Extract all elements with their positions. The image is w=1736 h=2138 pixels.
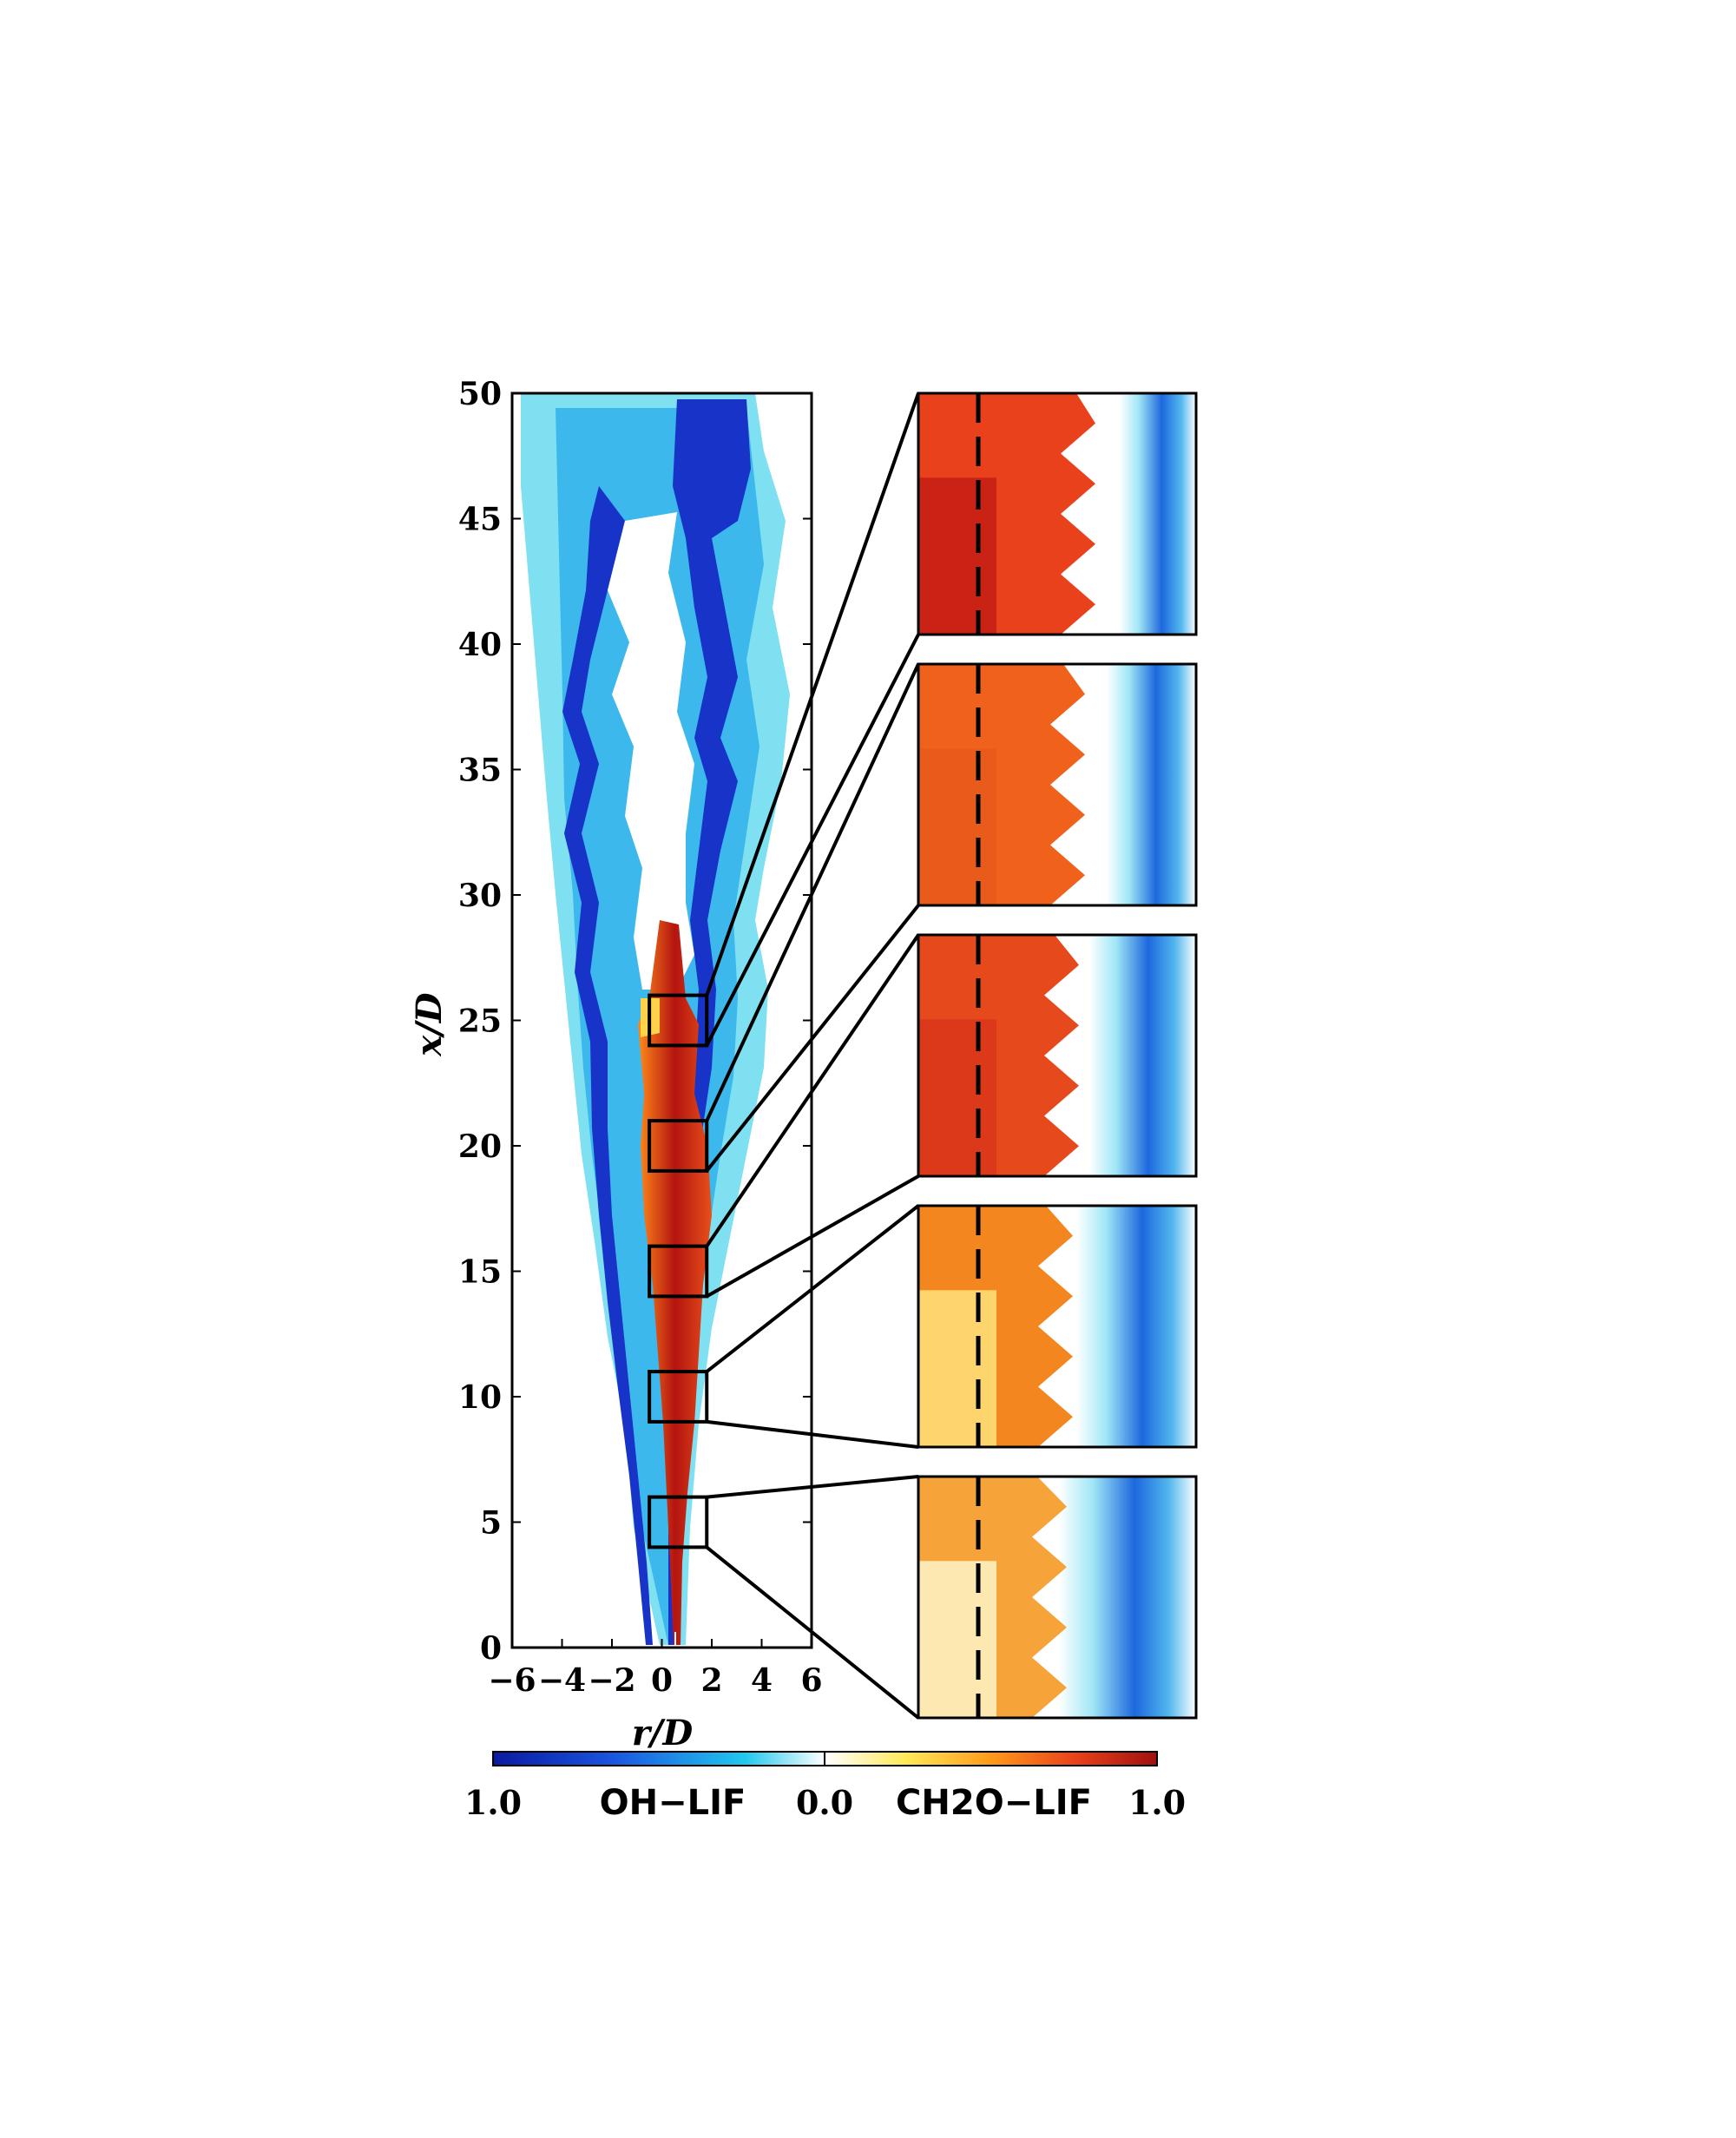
zoom-window-box bbox=[648, 1119, 709, 1173]
zoom-connector bbox=[707, 1419, 919, 1449]
zoom-connector bbox=[705, 1545, 920, 1720]
y-tick-label: 0 bbox=[480, 1630, 502, 1667]
y-tick-label: 35 bbox=[458, 753, 502, 789]
zoom-core-zone bbox=[918, 1019, 996, 1176]
x-tick-label: −4 bbox=[538, 1662, 586, 1699]
zoom-core-zone bbox=[918, 748, 996, 905]
y-axis: 0 5 10 15 20 25 30 35 40 45 50 bbox=[458, 376, 812, 1667]
y-tick-label: 10 bbox=[458, 1379, 502, 1416]
oh-dark-band-left bbox=[562, 486, 653, 1645]
zoom-core-zone bbox=[918, 1561, 996, 1718]
ch2o-jet-region bbox=[638, 920, 712, 1645]
y-tick-label: 40 bbox=[458, 627, 502, 663]
zoom-connector bbox=[705, 663, 920, 1122]
y-tick-label: 20 bbox=[458, 1128, 502, 1165]
zoom-panel bbox=[917, 391, 1198, 636]
y-tick-label: 15 bbox=[458, 1254, 502, 1291]
x-tick-label: −6 bbox=[488, 1662, 536, 1699]
y-tick-label: 25 bbox=[458, 1003, 502, 1040]
zoom-connector bbox=[705, 933, 920, 1247]
mixing-core bbox=[608, 512, 694, 990]
zoom-core-zone bbox=[918, 477, 996, 635]
zoom-window-box bbox=[648, 1370, 709, 1424]
x-tick-label: −2 bbox=[588, 1662, 635, 1699]
colorbar-ch2o-label: CH2O−LIF bbox=[896, 1783, 1092, 1823]
zoom-connector bbox=[706, 1204, 920, 1373]
colorbar-left-value: 1.0 bbox=[464, 1783, 522, 1822]
zoom-oh-zone bbox=[1059, 1477, 1196, 1718]
zoom-window-box bbox=[648, 1495, 709, 1549]
y-tick-label: 5 bbox=[480, 1505, 502, 1542]
zoom-oh-zone bbox=[1089, 935, 1196, 1176]
x-axis: −6 −4 −2 0 2 4 6 bbox=[488, 1639, 823, 1699]
zoom-window-box bbox=[648, 1244, 709, 1299]
oh-dark-band-right bbox=[668, 399, 751, 1645]
x-tick-label: 2 bbox=[700, 1662, 722, 1699]
main-field-image bbox=[521, 393, 790, 1645]
zoom-core-zone bbox=[918, 1290, 996, 1447]
colorbar-center-value: 0.0 bbox=[796, 1783, 853, 1822]
y-tick-label: 45 bbox=[458, 502, 502, 538]
x-tick-label: 4 bbox=[751, 1662, 773, 1699]
zoom-connector bbox=[706, 1174, 919, 1299]
zoom-panel bbox=[917, 1204, 1198, 1449]
y-axis-label: x/D bbox=[409, 992, 450, 1056]
colorbar-right-value: 1.0 bbox=[1128, 1783, 1186, 1822]
zoom-panel-frame bbox=[917, 1475, 1198, 1720]
y-tick-label: 30 bbox=[458, 878, 502, 914]
zoom-panel bbox=[917, 662, 1198, 907]
zoom-panel bbox=[917, 933, 1198, 1178]
zoom-panel-frame bbox=[917, 662, 1198, 907]
zoom-oh-zone bbox=[1107, 664, 1196, 905]
zoom-connector bbox=[705, 634, 920, 1047]
zoom-window-box bbox=[648, 993, 709, 1048]
x-tick-label: 0 bbox=[651, 1662, 673, 1699]
zoom-connector bbox=[705, 904, 920, 1173]
colorbar-oh-label: OH−LIF bbox=[600, 1783, 746, 1823]
zoom-connector bbox=[707, 1475, 919, 1499]
zoom-layer bbox=[648, 391, 1198, 1720]
zoom-panel bbox=[917, 1475, 1198, 1720]
x-axis-label: r/D bbox=[632, 1713, 694, 1753]
zoom-oh-zone bbox=[1076, 1206, 1196, 1447]
zoom-connector bbox=[705, 392, 920, 997]
x-tick-label: 6 bbox=[800, 1662, 822, 1699]
zoom-panel-frame bbox=[917, 933, 1198, 1178]
zoom-panel-frame bbox=[917, 391, 1198, 636]
y-tick-label: 50 bbox=[458, 376, 502, 412]
zoom-oh-zone bbox=[1120, 393, 1196, 635]
zoom-panel-frame bbox=[917, 1204, 1198, 1449]
